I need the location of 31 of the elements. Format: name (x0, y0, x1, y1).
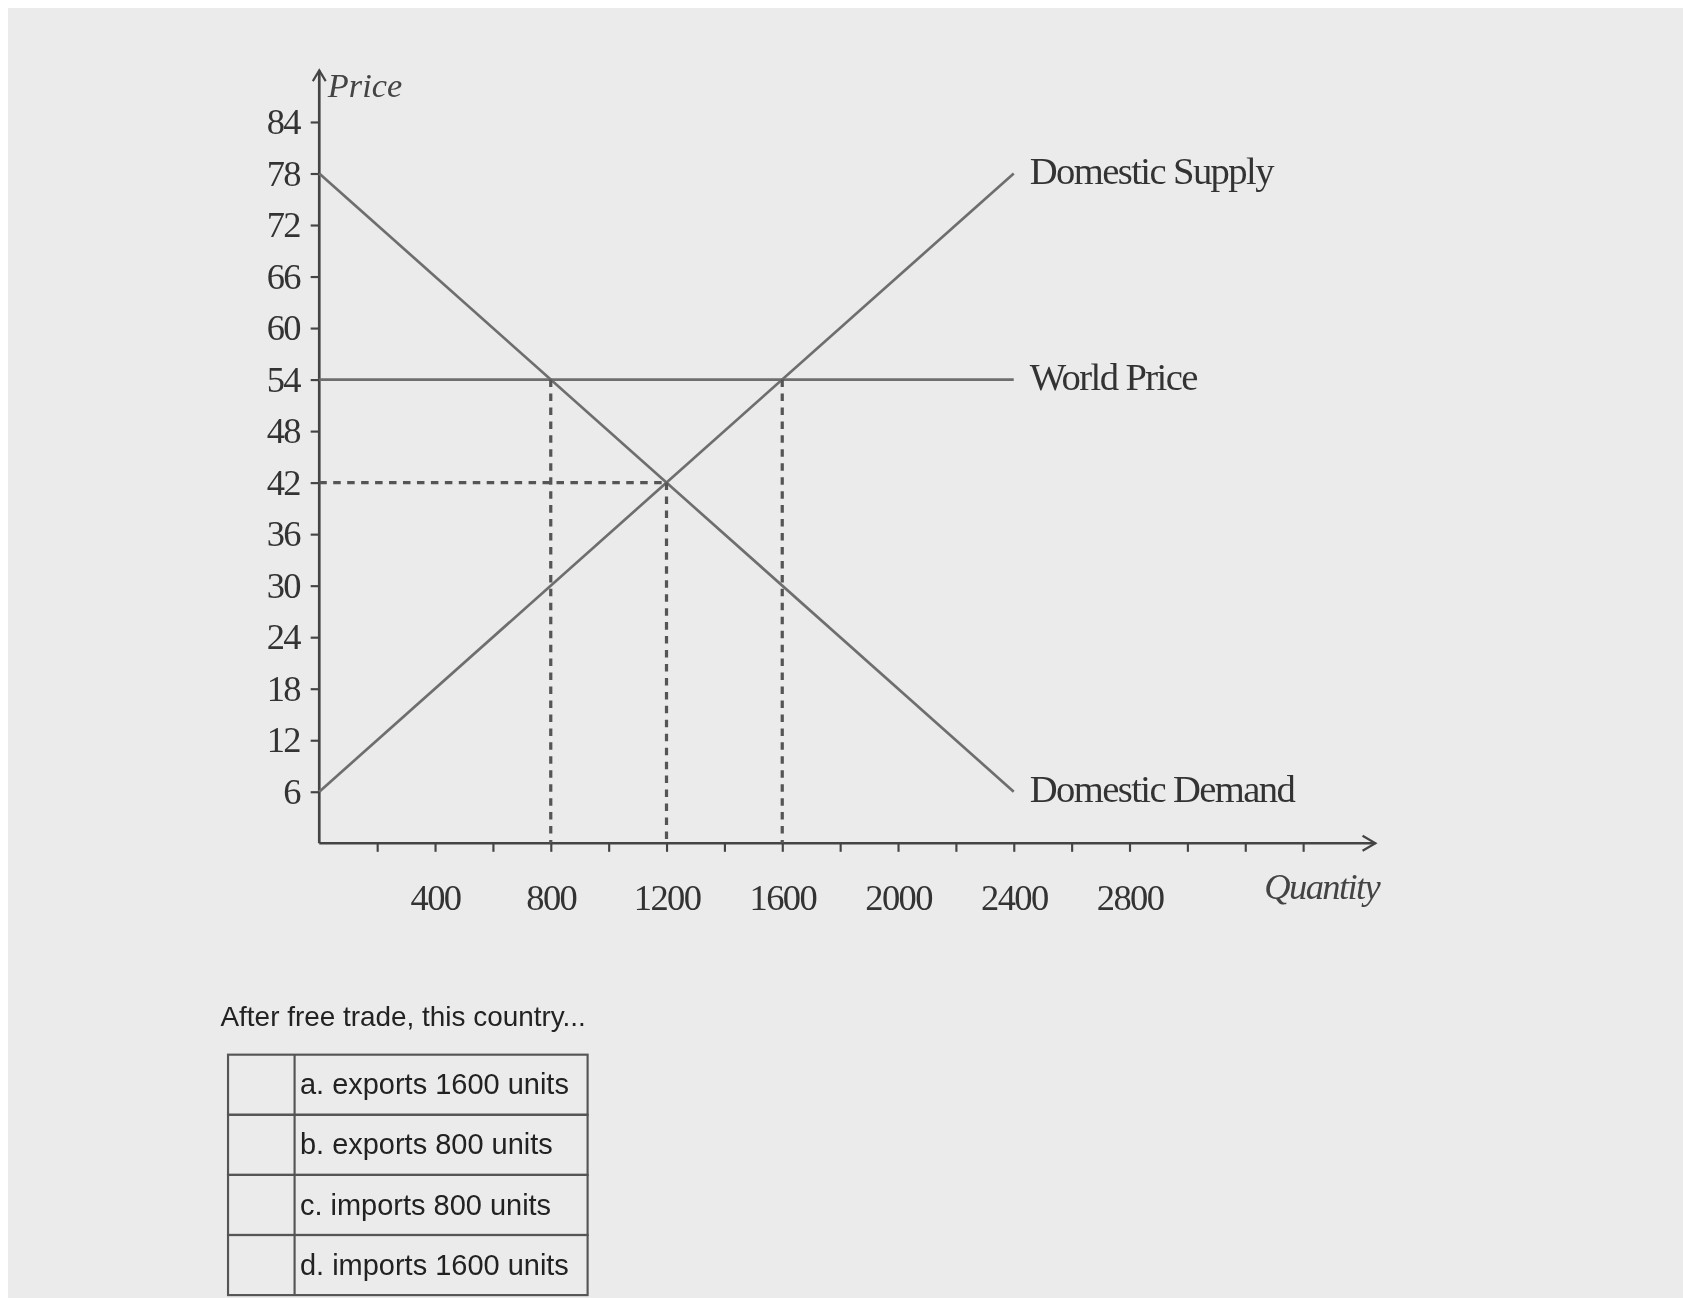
y-tick-label: 6 (283, 770, 302, 812)
y-tick-label: 42 (266, 461, 301, 503)
y-tick-label: 84 (266, 101, 302, 143)
y-tick-label: 30 (266, 564, 301, 606)
series-label: World Price (1029, 356, 1198, 399)
y-tick-label: 12 (266, 719, 301, 761)
y-tick-label: 24 (266, 616, 302, 658)
series-label: Domestic Supply (1029, 150, 1276, 193)
x-tick-label: 400 (410, 876, 461, 918)
text: c. imports 800 units (299, 1188, 552, 1221)
y-tick-label: 54 (266, 358, 302, 400)
text: d. imports 1600 units (299, 1248, 569, 1281)
x-tick-label: 1200 (633, 876, 701, 918)
x-tick-label: 2400 (981, 876, 1048, 918)
x-axis-title: Quantity (1264, 866, 1382, 908)
y-tick-label: 72 (266, 204, 301, 246)
x-tick-label: 2800 (1096, 876, 1164, 918)
y-tick-label: 36 (266, 513, 302, 555)
y-tick-label: 66 (266, 255, 302, 297)
series-label: Domestic Demand (1029, 768, 1296, 811)
x-tick-label: 2000 (865, 876, 933, 918)
y-axis-title: Price (326, 66, 403, 105)
y-tick-label: 78 (266, 152, 301, 194)
x-tick-label: 1600 (749, 876, 817, 918)
text: a. exports 1600 units (299, 1068, 569, 1101)
text: b. exports 800 units (299, 1128, 553, 1161)
y-tick-label: 60 (266, 307, 301, 349)
y-tick-label: 18 (266, 667, 301, 709)
y-tick-label: 48 (266, 410, 301, 452)
text: After free trade, this country... (220, 1000, 586, 1032)
x-tick-label: 800 (526, 876, 577, 918)
